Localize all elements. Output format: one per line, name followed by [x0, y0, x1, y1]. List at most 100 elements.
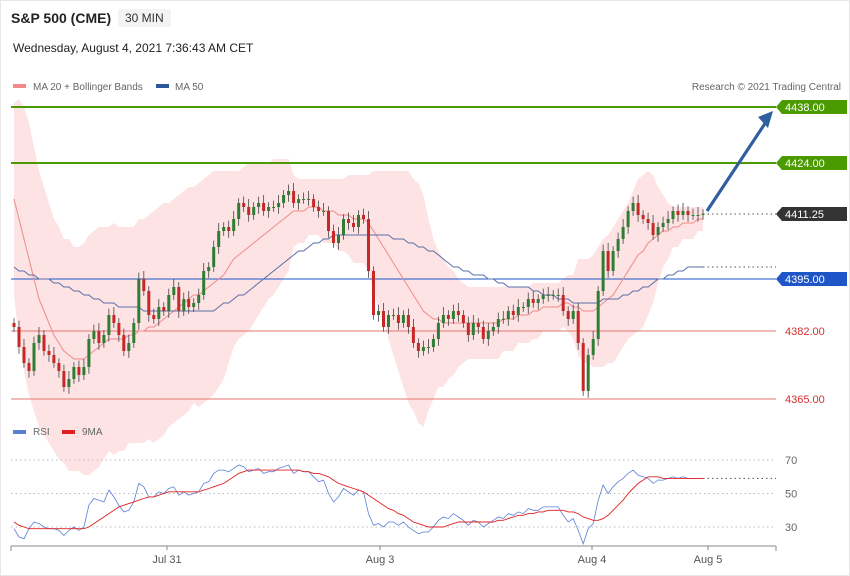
- price-panel: 4438.00 4424.00 4411.25 4395.00 4382.00 4365.…: [11, 99, 847, 475]
- candle-body: [222, 227, 226, 231]
- ma50-line: [13, 234, 703, 312]
- candle-body: [621, 227, 625, 239]
- candle-body: [242, 203, 246, 207]
- candle-body: [167, 295, 171, 311]
- candle-body: [596, 291, 600, 339]
- rsi-tick-70: 70: [785, 455, 797, 467]
- candle-body: [362, 215, 365, 219]
- candle-body: [506, 311, 510, 319]
- candle-body: [57, 363, 61, 371]
- time-tick-label-3: Aug 5: [694, 554, 723, 566]
- candle-body: [332, 231, 335, 243]
- candle-body: [501, 319, 505, 320]
- candle-body: [367, 219, 370, 271]
- time-tick-label-0: Jul 31: [152, 554, 181, 566]
- candle-body: [686, 211, 690, 215]
- candle-body: [561, 295, 565, 311]
- candle-body: [77, 367, 81, 375]
- level-label-4365.00: 4365.00: [785, 394, 825, 406]
- candle-body: [471, 323, 475, 335]
- candle-body: [27, 363, 31, 371]
- candle-body: [197, 295, 201, 303]
- datetime-label: Wednesday, August 4, 2021 7:36:43 AM CET: [13, 41, 254, 55]
- candle-body: [631, 203, 635, 211]
- candle-body: [322, 211, 326, 212]
- candle-body: [387, 315, 390, 327]
- candle-body: [646, 219, 650, 223]
- level-label-4438.00: 4438.00: [785, 102, 825, 114]
- candle-body: [127, 343, 131, 351]
- candle-body: [252, 207, 256, 215]
- candle-body: [272, 207, 276, 208]
- candle-body: [122, 335, 126, 351]
- candle-body: [586, 355, 590, 391]
- candle-body: [287, 191, 291, 195]
- candle-body: [312, 199, 316, 207]
- candle-body: [337, 235, 340, 243]
- candle-body: [571, 311, 575, 319]
- candle-body: [611, 251, 615, 271]
- candle-body: [207, 267, 211, 271]
- candle-body: [466, 323, 470, 335]
- legend-swatch-9ma: [62, 430, 75, 434]
- candle-body: [576, 311, 580, 343]
- candle-body: [392, 315, 395, 316]
- candle-body: [377, 311, 380, 315]
- level-label-4411.25: 4411.25: [785, 209, 824, 221]
- candle-body: [476, 323, 480, 327]
- candle-body: [531, 299, 535, 303]
- candle-body: [446, 315, 450, 319]
- candle-body: [696, 215, 700, 216]
- candle-body: [62, 371, 66, 387]
- candle-body: [671, 211, 675, 219]
- level-tag-4411.25: [776, 207, 847, 221]
- candle-body: [22, 347, 26, 363]
- candle-body: [606, 251, 610, 271]
- level-tag-4424.00: [776, 156, 847, 170]
- candle-body: [701, 214, 705, 215]
- legend-swatch-ma20: [13, 84, 26, 88]
- target-arrow-head: [758, 111, 773, 128]
- candle-body: [656, 227, 660, 235]
- candle-body: [132, 323, 136, 343]
- time-tick-label-2: Aug 4: [578, 554, 607, 566]
- candle-body: [192, 303, 196, 307]
- candle-body: [187, 299, 191, 307]
- candle-body: [37, 335, 41, 343]
- candle-body: [551, 295, 555, 296]
- candle-body: [372, 271, 375, 315]
- level-label-4395.00: 4395.00: [785, 274, 825, 286]
- credit-label: Research © 2021 Trading Central: [692, 82, 841, 93]
- rsi-line: [13, 464, 703, 546]
- candle-body: [411, 327, 415, 343]
- candle-body: [172, 287, 176, 295]
- legend-label-ma50: MA 50: [175, 82, 204, 93]
- candle-body: [641, 215, 645, 219]
- candle-body: [42, 335, 46, 351]
- candle-body: [217, 231, 221, 247]
- level-label-4382.00: 4382.00: [785, 326, 825, 338]
- candle-body: [152, 315, 156, 319]
- candle-body: [307, 199, 311, 200]
- legend-label-rsi: RSI: [33, 427, 50, 438]
- rsi-panel: 30 50 70: [11, 455, 797, 546]
- candle-body: [676, 211, 680, 215]
- candle-body: [302, 199, 306, 200]
- candle-body: [237, 203, 241, 219]
- candle-body: [352, 223, 355, 227]
- candle-body: [32, 343, 36, 371]
- candle-body: [491, 327, 495, 331]
- candle-body: [536, 299, 540, 303]
- candle-body: [92, 331, 96, 339]
- candle-body: [651, 223, 655, 235]
- level-tag-4438.00: [776, 100, 847, 114]
- candle-body: [292, 191, 296, 203]
- target-arrow-shaft: [705, 121, 768, 212]
- candle-body: [157, 307, 161, 319]
- interval-button[interactable]: 30 MIN: [118, 9, 171, 27]
- candle-body: [382, 311, 385, 327]
- candle-body: [681, 211, 685, 215]
- candle-body: [421, 347, 425, 351]
- candle-body: [456, 311, 460, 315]
